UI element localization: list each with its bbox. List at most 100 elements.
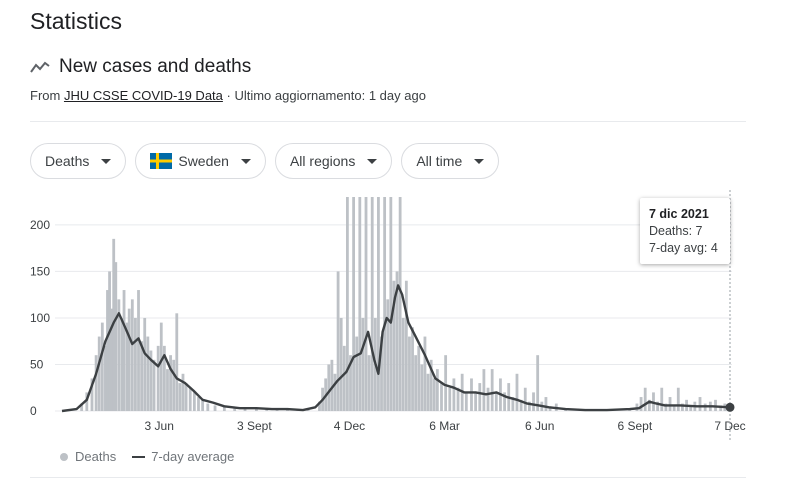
metric-label: Deaths — [45, 153, 90, 169]
death-bar — [120, 317, 124, 411]
death-bar — [668, 397, 672, 411]
country-label: Sweden — [178, 153, 229, 169]
death-bar — [681, 403, 684, 411]
chart-legend: Deaths 7-day average — [60, 449, 234, 464]
card-header: New cases and deaths — [30, 56, 251, 78]
death-bar — [423, 336, 427, 411]
death-bar — [383, 197, 387, 411]
time-dropdown[interactable]: All time — [401, 143, 500, 179]
legend-line-label: 7-day average — [151, 449, 235, 464]
source-link[interactable]: JHU CSSE COVID-19 Data — [63, 88, 223, 103]
death-bar — [104, 345, 107, 411]
caret-down-icon — [240, 158, 251, 164]
death-bar — [192, 392, 196, 411]
death-bar — [523, 387, 527, 411]
death-bar — [114, 262, 118, 411]
death-bar — [162, 345, 166, 411]
death-bar — [395, 271, 399, 411]
death-bar — [152, 359, 156, 411]
death-bar — [656, 401, 660, 411]
divider — [30, 121, 746, 122]
page-title: Statistics — [30, 8, 123, 34]
y-tick-label: 200 — [30, 218, 50, 232]
metric-dropdown[interactable]: Deaths — [30, 143, 127, 179]
death-bar — [643, 387, 647, 411]
caret-down-icon — [367, 158, 378, 164]
death-bar — [342, 345, 346, 411]
death-bar — [108, 271, 111, 411]
death-bar — [519, 399, 523, 411]
death-bar — [482, 369, 486, 411]
death-bar — [367, 355, 371, 411]
death-bar — [414, 355, 418, 411]
death-bar — [401, 317, 405, 411]
death-bar — [175, 313, 179, 411]
death-bar — [327, 364, 331, 411]
death-bar — [90, 378, 94, 411]
tooltip-avg: 7-day avg: 4 — [649, 241, 718, 255]
legend-line-swatch — [132, 455, 146, 458]
caret-down-icon — [474, 158, 485, 164]
death-bar — [352, 197, 356, 411]
death-bar — [197, 397, 200, 411]
death-bar — [380, 336, 383, 411]
death-bar — [143, 317, 147, 411]
death-bar — [429, 359, 433, 411]
death-bar — [358, 197, 362, 411]
y-tick-label: 50 — [30, 357, 44, 371]
death-bar — [349, 355, 352, 411]
death-bar — [370, 197, 374, 411]
legend-bars-swatch — [60, 452, 68, 461]
death-bar — [255, 408, 258, 411]
death-bar — [490, 369, 494, 411]
death-bar — [536, 355, 540, 411]
death-bar — [127, 308, 131, 411]
death-bar — [544, 397, 548, 411]
death-bar — [339, 317, 343, 411]
death-bar — [213, 405, 217, 411]
death-bar — [130, 299, 134, 411]
death-bar — [85, 392, 89, 411]
region-dropdown[interactable]: All regions — [274, 143, 393, 179]
death-bar — [404, 280, 408, 411]
avg-line — [61, 284, 731, 413]
death-bar — [122, 290, 126, 411]
trending-icon — [30, 61, 50, 73]
death-bar — [364, 197, 368, 411]
country-dropdown[interactable]: Sweden — [135, 143, 266, 179]
death-bar — [178, 383, 182, 411]
x-tick-label: 4 Dec — [334, 419, 365, 433]
updated-text: · Ultimo aggiornamento: 1 day ago — [222, 88, 426, 103]
death-bar — [146, 336, 150, 411]
death-bar — [548, 406, 552, 411]
death-bar — [106, 290, 109, 411]
death-bar — [222, 406, 226, 411]
death-bar — [448, 387, 452, 411]
death-bar — [134, 317, 137, 411]
legend-bars-label: Deaths — [75, 449, 117, 464]
death-bar — [94, 355, 98, 411]
death-bar — [159, 322, 163, 411]
death-bar — [719, 405, 723, 411]
death-bar — [392, 280, 396, 411]
time-label: All time — [416, 153, 463, 169]
death-bar — [426, 373, 430, 411]
death-bar — [503, 392, 506, 411]
source-prefix: From — [30, 88, 64, 103]
deaths-chart[interactable]: 0 50 100 150 200 3 Jun 3 Sept 4 Dec 6 Mar 6 Jun 6 … — [0, 190, 796, 440]
death-bar — [698, 397, 702, 411]
tooltip-date: 7 dic 2021 — [649, 207, 709, 221]
death-bar — [169, 355, 172, 411]
card-title: New cases and deaths — [59, 56, 252, 77]
death-bar — [647, 399, 651, 411]
tooltip-deaths: Deaths: 7 — [649, 224, 703, 238]
death-bar — [676, 387, 680, 411]
region-label: All regions — [289, 153, 356, 169]
death-bar — [639, 397, 643, 411]
death-bar — [97, 336, 101, 411]
death-bar — [156, 345, 160, 411]
death-bar — [452, 378, 456, 411]
death-bar — [486, 387, 490, 411]
death-bar — [355, 336, 359, 411]
death-bar — [511, 397, 515, 411]
